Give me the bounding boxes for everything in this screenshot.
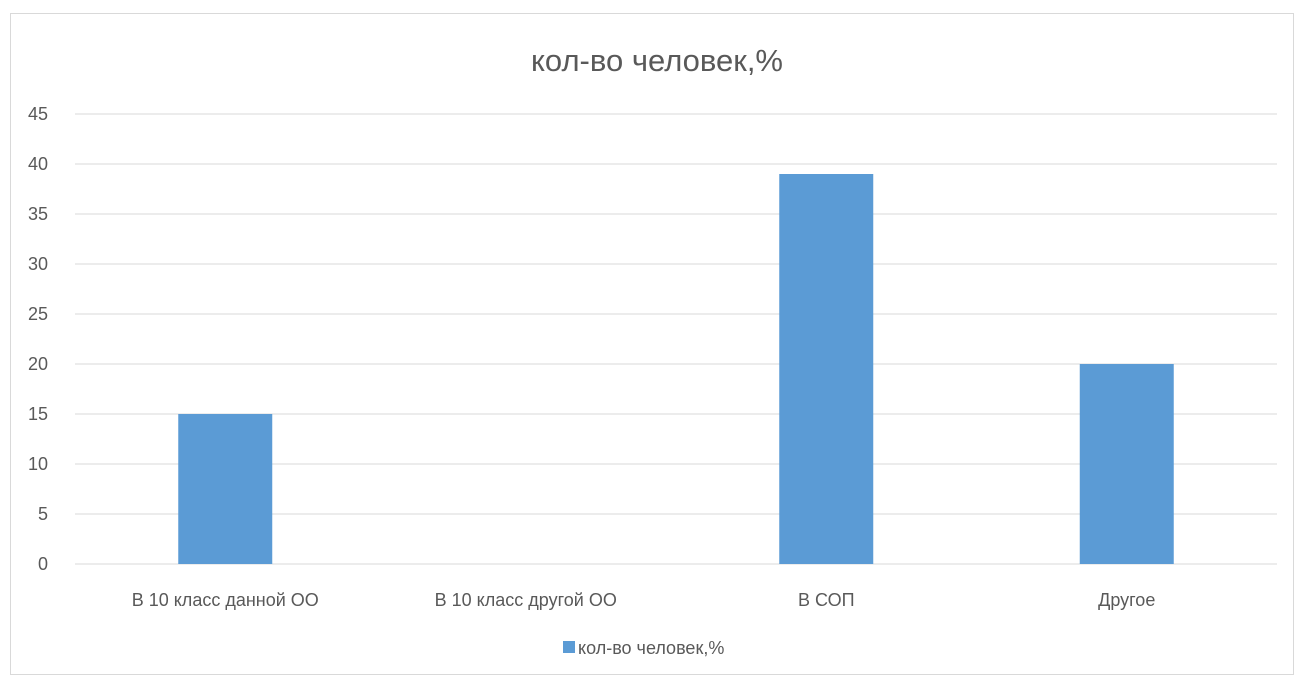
y-axis-ticks: 0 5 10 15 20 25 30 35 40 45: [28, 104, 48, 574]
bars: [178, 174, 1174, 564]
y-tick-label: 10: [28, 454, 48, 474]
legend: кол-во человек,%: [563, 638, 724, 658]
legend-swatch: [563, 641, 575, 653]
bar: [779, 174, 874, 564]
y-tick-label: 15: [28, 404, 48, 424]
gridlines: [75, 113, 1277, 565]
y-tick-label: 20: [28, 354, 48, 374]
x-tick-label: В СОП: [798, 590, 855, 610]
y-tick-label: 30: [28, 254, 48, 274]
y-tick-label: 40: [28, 154, 48, 174]
y-tick-label: 5: [38, 504, 48, 524]
x-axis-labels: В 10 класс данной ОО В 10 класс другой ОО…: [132, 590, 1156, 610]
legend-label: кол-во человек,%: [578, 638, 724, 658]
y-tick-label: 25: [28, 304, 48, 324]
x-tick-label: Другое: [1098, 590, 1155, 610]
y-tick-label: 45: [28, 104, 48, 124]
x-tick-label: В 10 класс другой ОО: [435, 590, 617, 610]
y-tick-label: 35: [28, 204, 48, 224]
chart-title: кол-во человек,%: [531, 43, 783, 78]
bar: [178, 414, 273, 564]
chart-frame: [10, 13, 1294, 675]
x-tick-label: В 10 класс данной ОО: [132, 590, 319, 610]
bar: [1079, 364, 1174, 564]
y-tick-label: 0: [38, 554, 48, 574]
